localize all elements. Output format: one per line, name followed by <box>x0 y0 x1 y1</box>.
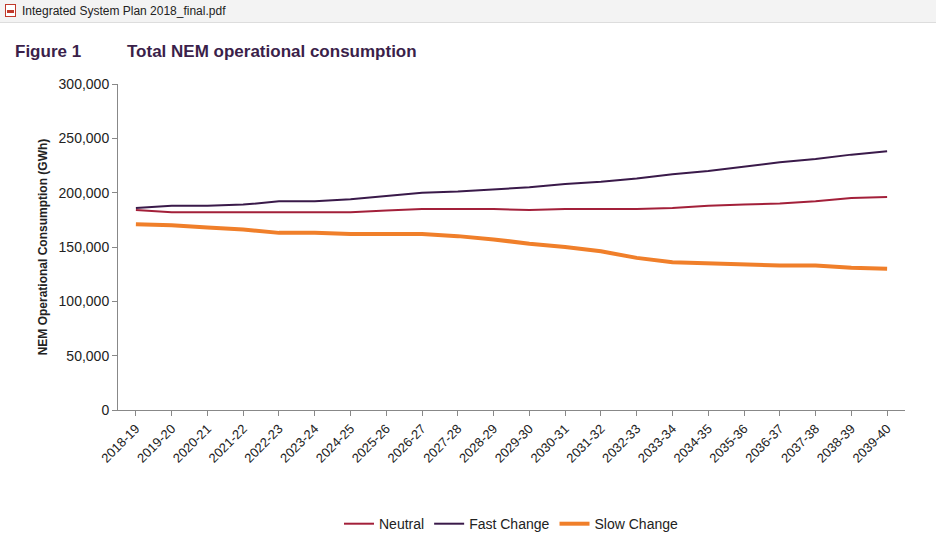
svg-text:2025-26: 2025-26 <box>349 421 393 465</box>
svg-text:NEM Operational Consumption (G: NEM Operational Consumption (GWh) <box>36 139 50 356</box>
svg-text:2038-39: 2038-39 <box>814 421 858 465</box>
svg-text:2021-22: 2021-22 <box>206 421 250 465</box>
svg-text:200,000: 200,000 <box>59 185 110 201</box>
svg-text:2030-31: 2030-31 <box>528 421 572 465</box>
svg-text:0: 0 <box>101 402 109 418</box>
svg-text:150,000: 150,000 <box>59 239 110 255</box>
svg-text:2034-35: 2034-35 <box>671 421 715 465</box>
svg-text:2026-27: 2026-27 <box>384 421 428 465</box>
svg-text:Slow Change: Slow Change <box>595 516 678 532</box>
svg-text:100,000: 100,000 <box>59 293 110 309</box>
html-text:Total NEM operational consumpt: Total NEM operational consumption <box>127 42 417 61</box>
svg-text:2037-38: 2037-38 <box>778 421 822 465</box>
svg-text:Fast Change: Fast Change <box>469 516 549 532</box>
svg-text:2028-29: 2028-29 <box>456 421 500 465</box>
svg-text:2031-32: 2031-32 <box>563 421 607 465</box>
svg-text:250,000: 250,000 <box>59 130 110 146</box>
svg-text:2032-33: 2032-33 <box>599 421 643 465</box>
html-text:Integrated System Plan 2018_fi: Integrated System Plan 2018_final.pdf <box>22 4 226 18</box>
svg-text:2035-36: 2035-36 <box>706 421 750 465</box>
svg-text:2018-19: 2018-19 <box>98 421 142 465</box>
svg-text:Neutral: Neutral <box>379 516 424 532</box>
svg-text:2019-20: 2019-20 <box>134 421 178 465</box>
svg-text:2036-37: 2036-37 <box>742 421 786 465</box>
svg-text:2033-34: 2033-34 <box>635 421 679 465</box>
svg-text:2024-25: 2024-25 <box>313 421 357 465</box>
svg-text:50,000: 50,000 <box>66 348 109 364</box>
svg-text:2022-23: 2022-23 <box>241 421 285 465</box>
html-text:Figure 1: Figure 1 <box>15 42 82 61</box>
svg-text:300,000: 300,000 <box>59 76 110 92</box>
svg-text:2039-40: 2039-40 <box>849 421 893 465</box>
svg-text:2027-28: 2027-28 <box>420 421 464 465</box>
svg-text:2023-24: 2023-24 <box>277 421 321 465</box>
svg-text:2029-30: 2029-30 <box>492 421 536 465</box>
svg-text:2020-21: 2020-21 <box>170 421 214 465</box>
